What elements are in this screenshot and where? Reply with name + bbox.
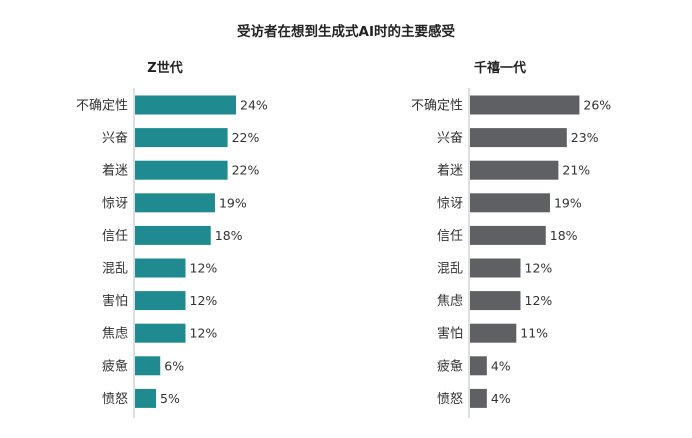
bar	[470, 258, 521, 278]
value-label: 12%	[525, 293, 553, 308]
value-label: 19%	[219, 195, 247, 210]
value-label: 5%	[160, 391, 180, 406]
bar	[470, 95, 580, 115]
bar	[135, 193, 215, 213]
value-label: 11%	[520, 326, 548, 341]
bar	[470, 128, 567, 148]
value-label: 22%	[232, 130, 260, 145]
category-label: 信任	[437, 229, 463, 244]
category-label: 混乱	[102, 262, 128, 277]
bar	[470, 323, 517, 343]
value-label: 4%	[491, 358, 511, 373]
category-label: 疲惫	[437, 358, 463, 374]
category-label: 着迷	[437, 163, 463, 179]
category-label: 兴奋	[102, 131, 128, 146]
category-label: 害怕	[102, 293, 128, 309]
bar	[135, 160, 228, 180]
bar	[135, 356, 161, 376]
value-label: 18%	[215, 228, 243, 243]
category-label: 兴奋	[437, 131, 463, 146]
bar	[470, 291, 521, 311]
category-label: 愤怒	[437, 392, 463, 407]
value-label: 19%	[554, 195, 582, 210]
category-label: 愤怒	[102, 392, 128, 407]
value-label: 6%	[164, 358, 184, 373]
bar	[470, 160, 559, 180]
category-label: 着迷	[102, 163, 128, 179]
bar	[135, 388, 157, 408]
bar	[470, 225, 546, 245]
category-label: 惊讶	[437, 196, 463, 211]
value-label: 4%	[491, 391, 511, 406]
category-label: 疲惫	[102, 358, 128, 374]
category-label: 焦虑	[102, 327, 128, 342]
value-label: 12%	[190, 293, 218, 308]
value-label: 12%	[190, 261, 218, 276]
bar	[135, 128, 228, 148]
panel-title: Z世代	[147, 60, 182, 76]
value-label: 23%	[571, 130, 599, 145]
category-label: 不确定性	[411, 99, 463, 114]
value-label: 12%	[525, 261, 553, 276]
bar	[135, 258, 186, 278]
category-label: 混乱	[437, 262, 463, 277]
bar	[135, 323, 186, 343]
value-label: 22%	[232, 163, 260, 178]
category-label: 惊讶	[102, 196, 128, 211]
bar	[135, 225, 211, 245]
panel-title: 千禧一代	[474, 60, 526, 76]
value-label: 21%	[562, 163, 590, 178]
value-label: 26%	[583, 98, 611, 113]
bar	[135, 291, 186, 311]
category-label: 不确定性	[76, 99, 128, 114]
bar	[470, 388, 487, 408]
value-label: 12%	[190, 326, 218, 341]
value-label: 18%	[550, 228, 578, 243]
value-label: 24%	[240, 98, 268, 113]
bar	[470, 193, 550, 213]
category-label: 焦虑	[437, 294, 463, 309]
bar	[470, 356, 487, 376]
category-label: 信任	[102, 229, 128, 244]
category-label: 害怕	[437, 326, 463, 342]
bar	[135, 95, 236, 115]
chart-title: 受访者在想到生成式AI时的主要感受	[237, 23, 455, 40]
